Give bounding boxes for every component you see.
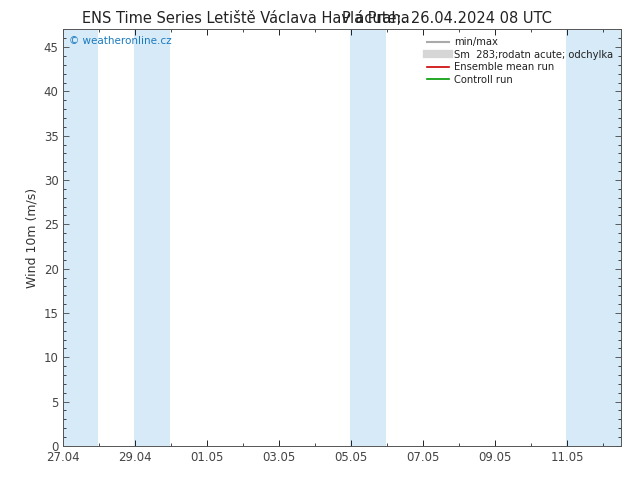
Text: P ácute;. 26.04.2024 08 UTC: P ácute;. 26.04.2024 08 UTC [342,11,552,26]
Legend: min/max, Sm  283;rodatn acute; odchylka, Ensemble mean run, Controll run: min/max, Sm 283;rodatn acute; odchylka, … [424,34,616,88]
Bar [566,29,621,446]
Text: © weatheronline.cz: © weatheronline.cz [69,36,172,46]
Bar [134,29,169,446]
Y-axis label: Wind 10m (m/s): Wind 10m (m/s) [25,188,38,288]
Text: ENS Time Series Letiště Václava Havla Praha: ENS Time Series Letiště Václava Havla Pr… [82,11,410,26]
Bar [63,29,98,446]
Bar [349,29,385,446]
